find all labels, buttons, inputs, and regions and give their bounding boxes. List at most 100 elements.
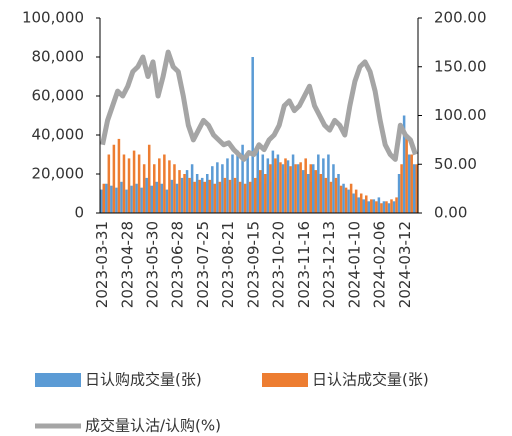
bar [145, 177, 148, 213]
bar [150, 185, 153, 213]
y-tick-label: 100,000 [22, 9, 84, 27]
legend-label: 成交量认沽/认购(%) [85, 417, 221, 435]
bar [380, 203, 383, 213]
y2-tick-label: 0.00 [434, 204, 467, 222]
bar [110, 185, 113, 213]
bar [359, 193, 363, 213]
bar [382, 201, 386, 213]
bar [112, 144, 116, 213]
bar [410, 154, 413, 213]
bar [327, 154, 330, 213]
bar [253, 177, 257, 213]
bar [122, 154, 126, 213]
bar [193, 181, 196, 213]
bar [170, 179, 174, 213]
bar [274, 158, 277, 213]
bar [279, 162, 282, 213]
bar [296, 164, 300, 213]
bar [241, 144, 244, 213]
bar [180, 177, 184, 213]
bar [190, 164, 194, 213]
x-tick-label: 2023-10-20 [270, 221, 288, 308]
bar [213, 183, 217, 213]
bar [221, 164, 224, 213]
y2-tick-label: 100.00 [434, 106, 487, 124]
bar [178, 170, 181, 213]
bar [354, 189, 358, 213]
bar [140, 187, 143, 213]
bar [100, 189, 103, 213]
bar [405, 135, 408, 213]
bar [306, 174, 310, 213]
bar [261, 154, 265, 213]
bar [400, 164, 403, 213]
bar [236, 150, 239, 213]
bar [185, 170, 189, 213]
bar [304, 158, 307, 213]
bar [218, 181, 222, 213]
bar [188, 177, 191, 213]
bar [158, 158, 161, 213]
bar [294, 164, 297, 213]
bar [147, 144, 151, 213]
bar [165, 189, 169, 213]
bar [372, 199, 376, 213]
bar [415, 164, 418, 213]
bar [107, 154, 111, 213]
x-tick-label: 2023-07-25 [194, 221, 212, 308]
bar [365, 195, 368, 213]
bar [198, 179, 201, 213]
line [100, 49, 418, 162]
y2-tick-label: 50.00 [434, 155, 477, 173]
bar [395, 197, 398, 213]
y-tick-label: 60,000 [32, 87, 85, 105]
bar [243, 183, 247, 213]
bar [228, 179, 232, 213]
bar [347, 189, 350, 213]
bar [377, 197, 381, 213]
bar [175, 183, 179, 213]
bar [132, 150, 136, 213]
bar [339, 185, 343, 213]
y-tick-label: 40,000 [32, 126, 85, 144]
bar [329, 181, 333, 213]
y-tick-label: 20,000 [32, 165, 85, 183]
bar [266, 158, 270, 213]
bar [309, 164, 312, 213]
bar [317, 154, 320, 213]
bar [115, 187, 118, 213]
bar [130, 185, 133, 213]
bar [370, 199, 373, 213]
bar [195, 174, 199, 213]
bar [127, 158, 131, 213]
bar [334, 177, 338, 213]
bar [337, 174, 340, 213]
x-tick-label: 2023-04-28 [118, 221, 136, 308]
bar [226, 158, 229, 213]
bar [269, 164, 272, 213]
x-tick-label: 2023-05-30 [144, 221, 162, 308]
y2-tick-label: 150.00 [434, 57, 487, 75]
bar [390, 199, 393, 213]
legend-swatch [35, 373, 81, 387]
bar [271, 150, 275, 213]
bar [183, 174, 186, 213]
bar [216, 162, 219, 213]
bar [259, 170, 262, 213]
bar [367, 201, 371, 213]
bar [324, 177, 328, 213]
x-tick-label: 2023-08-21 [219, 221, 237, 308]
bar [402, 115, 406, 213]
y-tick-label: 0 [74, 204, 84, 222]
bar [397, 174, 401, 213]
bar [135, 183, 138, 213]
bar [102, 183, 106, 213]
bar [286, 160, 290, 213]
bar [211, 166, 214, 213]
y-tick-label: 80,000 [32, 48, 85, 66]
bar [233, 177, 237, 213]
bar [291, 154, 295, 213]
bar [289, 166, 292, 213]
bar [276, 154, 280, 213]
